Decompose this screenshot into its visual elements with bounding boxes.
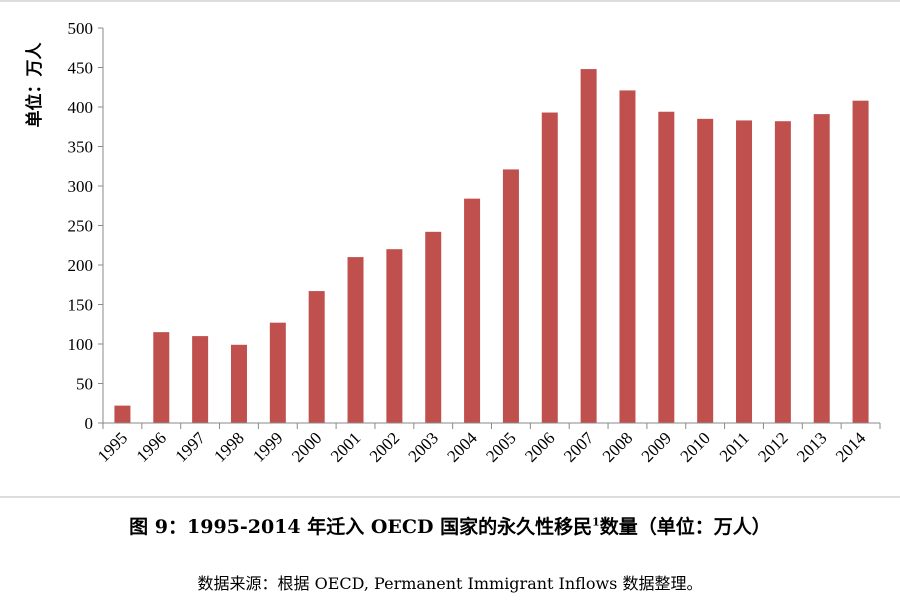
bar-2008 xyxy=(619,90,636,423)
y-tick-label: 350 xyxy=(68,138,94,157)
x-tick-label: 2009 xyxy=(638,428,675,465)
bar-2010 xyxy=(697,118,714,423)
y-tick-label: 400 xyxy=(68,98,94,117)
caption-tail: 数量（单位：万人） xyxy=(599,516,771,538)
y-tick-label: 500 xyxy=(68,19,94,38)
y-axis-label: 单位：万人 xyxy=(24,42,45,128)
bar-2004 xyxy=(464,198,481,423)
x-tick-label: 1996 xyxy=(133,428,170,465)
bar-1999 xyxy=(269,322,286,423)
y-tick-label: 0 xyxy=(85,414,94,433)
chart-frame: 单位：万人 0 50 100 150 200 250 300 350 400 450 500 199… xyxy=(0,0,900,498)
bar-2014 xyxy=(852,100,869,424)
x-tick-label: 1999 xyxy=(249,428,286,465)
bar-1996 xyxy=(153,332,170,423)
bar-1995 xyxy=(114,405,131,423)
bar-1997 xyxy=(192,336,209,423)
x-tick-label: 2006 xyxy=(521,428,558,465)
x-tick-label: 2007 xyxy=(560,428,598,466)
caption-footnote-mark: 1 xyxy=(592,515,600,529)
figure-caption: 图 9：1995-2014 年迁入 OECD 国家的永久性移民1数量（单位：万人… xyxy=(0,512,900,539)
bar-1998 xyxy=(230,344,247,423)
x-tick-label: 2014 xyxy=(832,428,870,466)
y-axis-ticks: 0 50 100 150 200 250 300 350 400 450 500 xyxy=(68,19,103,433)
y-tick-label: 150 xyxy=(68,296,94,315)
x-tick-label: 2004 xyxy=(443,428,481,466)
x-tick-label: 1995 xyxy=(94,428,131,465)
bar-2006 xyxy=(541,112,558,423)
bar-2000 xyxy=(308,291,325,423)
bar-2012 xyxy=(774,121,791,423)
caption-main: 图 9：1995-2014 年迁入 OECD 国家的永久性移民 xyxy=(129,516,593,538)
x-tick-label: 1998 xyxy=(210,428,247,465)
bar-2003 xyxy=(425,231,442,423)
bar-2011 xyxy=(736,120,753,424)
x-tick-label: 2000 xyxy=(288,428,325,465)
y-tick-label: 100 xyxy=(68,335,94,354)
x-tick-label: 2010 xyxy=(677,428,714,465)
y-axis-label-group: 单位：万人 xyxy=(24,42,45,128)
bar-2013 xyxy=(813,114,830,424)
x-tick-label: 2001 xyxy=(327,428,364,465)
bar-chart: 单位：万人 0 50 100 150 200 250 300 350 400 450 500 199… xyxy=(0,0,900,498)
y-tick-label: 200 xyxy=(68,256,94,275)
bars xyxy=(114,69,869,424)
bar-2007 xyxy=(580,69,597,423)
bar-2005 xyxy=(502,169,519,423)
x-tick-label: 2005 xyxy=(482,428,519,465)
x-tick-label: 2003 xyxy=(405,428,442,465)
bar-2001 xyxy=(347,257,364,423)
y-tick-label: 50 xyxy=(76,375,93,394)
bar-2002 xyxy=(386,249,403,423)
x-tick-label: 2002 xyxy=(366,428,403,465)
x-tick-label: 1997 xyxy=(171,428,209,466)
x-tick-label: 2008 xyxy=(599,428,636,465)
x-tick-label: 2011 xyxy=(716,428,753,465)
y-tick-label: 450 xyxy=(68,59,94,78)
y-tick-label: 300 xyxy=(68,177,94,196)
x-axis-ticks: 1995 1996 1997 1998 1999 2000 2001 2002 2003 2004… xyxy=(94,423,881,466)
y-tick-label: 250 xyxy=(68,217,94,236)
x-tick-label: 2012 xyxy=(754,428,791,465)
x-tick-label: 2013 xyxy=(793,428,830,465)
source-note: 数据来源：根据 OECD, Permanent Immigrant Inflow… xyxy=(197,574,703,593)
bar-2009 xyxy=(658,111,675,424)
